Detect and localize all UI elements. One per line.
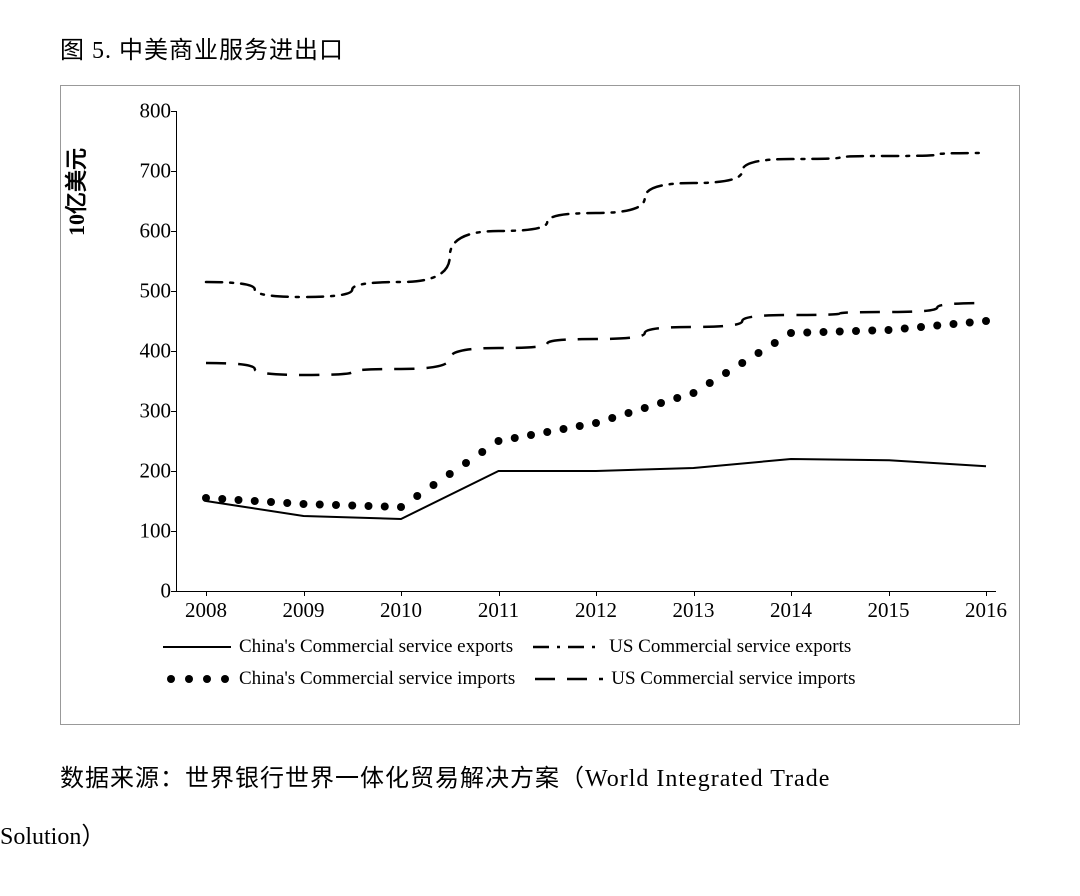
y-tick-label: 800 (121, 99, 171, 124)
figure-title: 图 5. 中美商业服务进出口 (60, 30, 1040, 65)
legend-sample-china-imports (161, 670, 233, 688)
x-tick-mark (791, 591, 792, 596)
x-tick-label: 2014 (770, 598, 812, 623)
legend-sample-china-exports (161, 638, 233, 656)
y-axis-label: 10亿美元 (59, 148, 91, 236)
series-us-imports (206, 303, 986, 375)
y-tick-label: 700 (121, 159, 171, 184)
x-tick-mark (206, 591, 207, 596)
legend-sample-us-imports (533, 670, 605, 688)
y-tick-label: 300 (121, 399, 171, 424)
x-axis-line (176, 591, 996, 592)
x-tick-label: 2012 (575, 598, 617, 623)
chart-container: 10亿美元 0 100 200 300 400 500 600 700 800 2008 2009… (60, 85, 1020, 725)
legend-row-2: China's Commercial service imports US Co… (141, 668, 981, 690)
page: 图 5. 中美商业服务进出口 10亿美元 0 100 200 300 400 500 600… (0, 0, 1080, 896)
y-tick-label: 100 (121, 519, 171, 544)
legend-label-china-exports: China's Commercial service exports (239, 636, 513, 658)
legend-row-1: China's Commercial service exports US Co… (141, 636, 981, 658)
x-tick-mark (694, 591, 695, 596)
legend-item-us-exports: US Commercial service exports (531, 636, 851, 658)
y-tick-label: 600 (121, 219, 171, 244)
plot-svg (176, 111, 996, 591)
series-china-imports (202, 317, 990, 511)
y-tick-label: 0 (121, 579, 171, 604)
x-tick-mark (986, 591, 987, 596)
x-tick-mark (401, 591, 402, 596)
legend-sample-us-exports (531, 638, 603, 656)
x-tick-label: 2013 (673, 598, 715, 623)
x-tick-label: 2009 (283, 598, 325, 623)
source-line-1: 数据来源：世界银行世界一体化贸易解决方案（World Integrated Tr… (60, 753, 1040, 806)
x-tick-mark (304, 591, 305, 596)
x-tick-label: 2010 (380, 598, 422, 623)
legend-item-china-imports: China's Commercial service imports (161, 668, 515, 690)
x-tick-mark (596, 591, 597, 596)
x-tick-mark (889, 591, 890, 596)
source-line-2: Solution） (0, 816, 1040, 851)
legend-label-china-imports: China's Commercial service imports (239, 668, 515, 690)
x-tick-label: 2008 (185, 598, 227, 623)
plot-area (176, 111, 996, 591)
x-tick-label: 2015 (868, 598, 910, 623)
legend: China's Commercial service exports US Co… (141, 636, 981, 700)
x-tick-label: 2011 (478, 598, 519, 623)
x-tick-mark (499, 591, 500, 596)
y-tick-label: 200 (121, 459, 171, 484)
x-tick-label: 2016 (965, 598, 1007, 623)
series-us-exports (206, 153, 986, 297)
series-china-exports (206, 459, 986, 519)
legend-item-china-exports: China's Commercial service exports (161, 636, 513, 658)
legend-label-us-exports: US Commercial service exports (609, 636, 851, 658)
y-tick-label: 500 (121, 279, 171, 304)
legend-item-us-imports: US Commercial service imports (533, 668, 855, 690)
y-tick-mark (171, 591, 176, 592)
legend-label-us-imports: US Commercial service imports (611, 668, 855, 690)
y-tick-label: 400 (121, 339, 171, 364)
